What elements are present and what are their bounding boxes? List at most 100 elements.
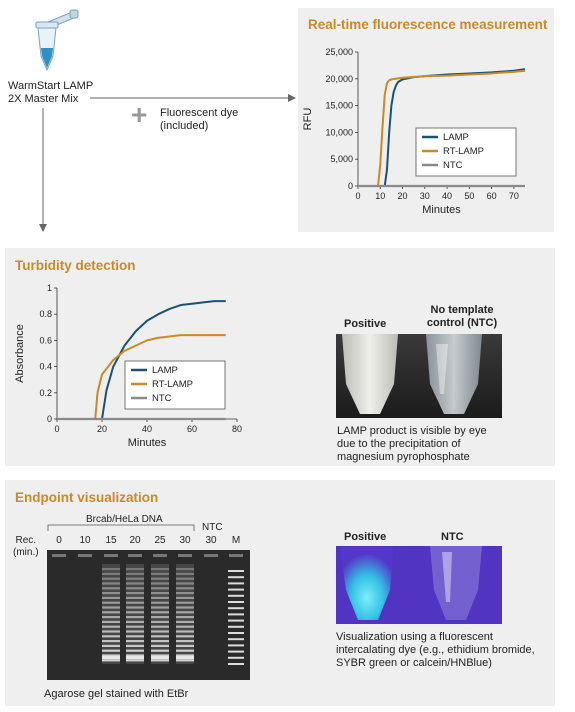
x-tick-label: 70	[509, 191, 519, 201]
legend-label: RT-LAMP	[152, 379, 193, 390]
gel-band	[126, 572, 144, 575]
gel-band	[102, 572, 120, 575]
gel-band	[151, 577, 169, 580]
legend-label: LAMP	[443, 132, 469, 143]
gel-band	[151, 644, 169, 647]
gel-band	[176, 625, 194, 628]
y-tick-label: 10,000	[325, 127, 353, 137]
uv-caption-line3: SYBR green or calcein/HNBlue)	[336, 657, 492, 669]
gel-band	[102, 596, 120, 599]
gel-band	[102, 592, 120, 595]
gel-dna-label: Brcab/HeLa DNA	[86, 514, 163, 525]
gel-band	[126, 587, 144, 590]
y-tick-label: 20,000	[325, 74, 353, 84]
gel-band	[102, 568, 120, 571]
gel-well	[52, 554, 66, 557]
dna-bracket	[47, 524, 195, 531]
lane-label: 20	[129, 535, 141, 546]
gel-band	[126, 606, 144, 609]
gel-band	[102, 611, 120, 614]
y-tick-label: 25,000	[325, 47, 353, 57]
gel-band	[126, 582, 144, 585]
gel-band	[102, 606, 120, 609]
gel-band	[176, 601, 194, 604]
lane-label: 25	[154, 535, 166, 546]
gel-band	[151, 582, 169, 585]
gel-band	[102, 630, 120, 633]
gel-band	[126, 656, 144, 659]
gel-band	[151, 606, 169, 609]
marker-band	[228, 588, 244, 591]
gel-band	[176, 644, 194, 647]
gel-band	[102, 659, 120, 662]
gel-band	[176, 620, 194, 623]
realtime-title: Real-time fluorescence measurement	[308, 17, 548, 32]
gel-band	[126, 640, 144, 643]
marker-band	[228, 644, 244, 647]
gel-band	[102, 649, 120, 652]
gel-band	[176, 577, 194, 580]
photo-ntc-label-line2: control (NTC)	[426, 317, 498, 329]
turbidity-caption-line1: LAMP product is visible by eye	[337, 425, 487, 437]
uv-tubes-photo	[336, 546, 502, 624]
legend-label: LAMP	[152, 365, 178, 376]
x-tick-label: 50	[464, 191, 474, 201]
gel-band	[151, 592, 169, 595]
gel-band	[176, 640, 194, 643]
gel-well	[204, 554, 218, 557]
uv-positive-label: Positive	[344, 531, 387, 543]
dye-label-line1: Fluorescent dye	[160, 107, 239, 119]
gel-band	[151, 601, 169, 604]
gel-band	[126, 568, 144, 571]
y-tick-label: 0.6	[39, 335, 52, 345]
realtime-panel	[298, 8, 554, 232]
gel-band	[102, 640, 120, 643]
agarose-gel-image	[47, 550, 250, 680]
x-tick-label: 10	[375, 191, 385, 201]
marker-band	[228, 594, 244, 597]
series-line-lamp	[57, 300, 226, 420]
uv-ntc-label: NTC	[441, 531, 464, 543]
gel-band	[151, 640, 169, 643]
gel-band	[151, 625, 169, 628]
flow-arrows	[39, 94, 296, 232]
gel-band	[102, 582, 120, 585]
lane-label: M	[231, 535, 241, 546]
gel-band	[102, 616, 120, 619]
marker-band	[228, 632, 244, 634]
gel-band	[176, 592, 194, 595]
gel-band	[126, 654, 144, 657]
gel-band	[176, 616, 194, 619]
gel-background	[47, 550, 250, 680]
gel-band	[176, 635, 194, 638]
y-tick-label: 15,000	[325, 101, 353, 111]
gel-band	[176, 582, 194, 585]
gel-band	[176, 596, 194, 599]
gel-band	[102, 625, 120, 628]
gel-well	[104, 554, 118, 557]
gel-band	[176, 611, 194, 614]
gel-band	[126, 630, 144, 633]
gel-band	[176, 630, 194, 633]
gel-band	[126, 611, 144, 614]
y-tick-label: 5,000	[330, 154, 353, 164]
rec-label-line1: Rec.	[15, 535, 37, 546]
x-tick-label: 40	[442, 191, 452, 201]
lane-label: 15	[105, 535, 117, 546]
endpoint-title: Endpoint visualization	[15, 490, 159, 505]
turbidity-caption-line3: magnesium pyrophosphate	[337, 451, 470, 463]
y-tick-label: 0.2	[39, 388, 52, 398]
x-axis-label: Minutes	[422, 204, 461, 216]
lane-label: 30	[179, 535, 191, 546]
gel-band	[151, 611, 169, 614]
uv-caption-line2: intercalating dye (e.g., ethidium bromid…	[336, 644, 535, 656]
gel-band	[176, 649, 194, 652]
x-tick-label: 40	[142, 424, 152, 434]
marker-band	[228, 619, 244, 622]
gel-ntc-label: NTC	[202, 522, 223, 533]
gel-band	[126, 616, 144, 619]
realtime-chart: 0 5,000 10,000 15,000 20,000 25,000 0 10 20 30 40 5…	[302, 47, 526, 216]
lane-label: 10	[79, 535, 91, 546]
gel-band	[151, 596, 169, 599]
gel-band	[126, 601, 144, 604]
